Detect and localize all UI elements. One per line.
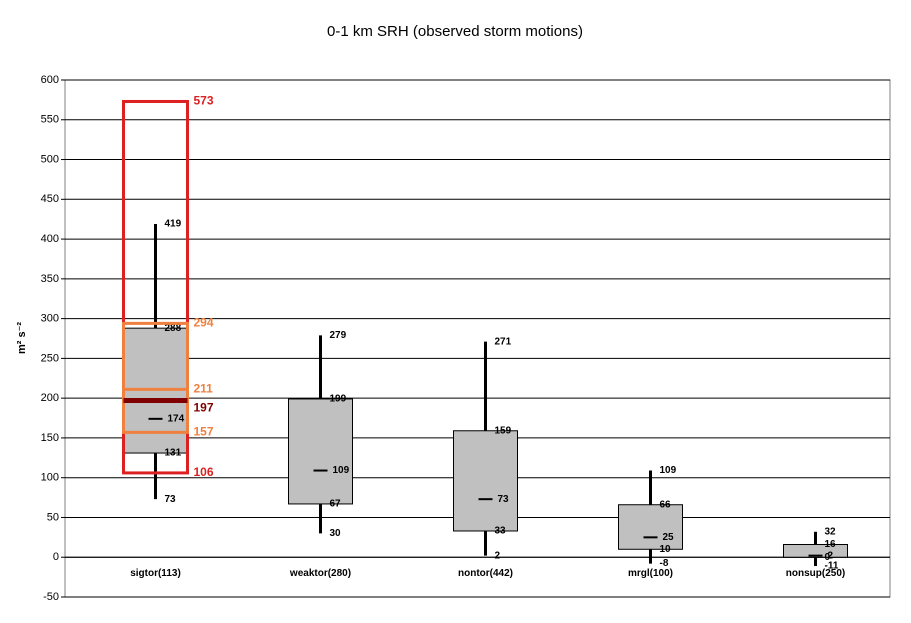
chart-title: 0-1 km SRH (observed storm motions) bbox=[327, 23, 583, 40]
value-label: 109 bbox=[660, 465, 677, 476]
overlay-box bbox=[122, 321, 189, 434]
y-tick-label: 300 bbox=[41, 313, 59, 325]
value-label: 30 bbox=[330, 528, 342, 539]
value-label: 419 bbox=[165, 219, 182, 230]
value-label: 279 bbox=[330, 330, 347, 341]
y-tick-label: -50 bbox=[43, 591, 59, 603]
x-tick-label: sigtor(113) bbox=[130, 568, 181, 579]
box bbox=[783, 544, 848, 558]
y-tick-label: 100 bbox=[41, 472, 59, 484]
value-label: 73 bbox=[165, 494, 177, 505]
value-label: 16 bbox=[825, 539, 837, 550]
overlay-box bbox=[122, 99, 189, 475]
y-tick-label: 500 bbox=[41, 153, 59, 165]
y-tick-label: 600 bbox=[41, 74, 59, 86]
x-tick-label: weaktor(280) bbox=[289, 568, 351, 579]
overlay-label: 197 bbox=[194, 401, 214, 415]
y-tick-label: 200 bbox=[41, 392, 59, 404]
y-tick-label: 450 bbox=[41, 193, 59, 205]
box bbox=[618, 504, 683, 550]
value-label: 131 bbox=[165, 448, 182, 459]
overlay-label: 294 bbox=[194, 316, 214, 330]
value-label: 2 bbox=[495, 550, 501, 561]
overlay-label: 211 bbox=[194, 382, 214, 396]
value-label: 159 bbox=[495, 425, 512, 436]
value-label: 109 bbox=[333, 465, 350, 476]
x-tick-label: mrgl(100) bbox=[628, 568, 673, 579]
value-label: 0 bbox=[825, 552, 831, 563]
value-label: 10 bbox=[660, 544, 672, 555]
value-label: 66 bbox=[660, 499, 672, 510]
overlay-label: 573 bbox=[194, 94, 214, 108]
value-label: 32 bbox=[825, 526, 837, 537]
overlay-label: 106 bbox=[194, 465, 214, 479]
value-label: -11 bbox=[825, 561, 839, 572]
value-label: 25 bbox=[663, 532, 675, 543]
value-label: 288 bbox=[165, 323, 182, 334]
value-label: 2 bbox=[828, 550, 834, 561]
y-axis-label: m² s⁻² bbox=[16, 322, 28, 354]
box bbox=[288, 398, 353, 505]
value-label: 174 bbox=[168, 413, 185, 424]
y-tick-label: 400 bbox=[41, 233, 59, 245]
x-tick-label: nonsup(250) bbox=[786, 568, 845, 579]
value-label: 33 bbox=[495, 526, 507, 537]
y-tick-label: 150 bbox=[41, 432, 59, 444]
y-tick-label: 350 bbox=[41, 273, 59, 285]
value-label: -8 bbox=[660, 558, 669, 569]
box bbox=[453, 430, 518, 532]
value-label: 73 bbox=[498, 494, 510, 505]
y-tick-label: 550 bbox=[41, 114, 59, 126]
y-tick-label: 0 bbox=[53, 551, 59, 563]
value-label: 199 bbox=[330, 394, 347, 405]
x-tick-label: nontor(442) bbox=[458, 568, 513, 579]
y-tick-label: 50 bbox=[47, 511, 59, 523]
y-tick-label: 250 bbox=[41, 352, 59, 364]
value-label: 67 bbox=[330, 499, 342, 510]
overlay-label: 157 bbox=[194, 425, 214, 439]
value-label: 271 bbox=[495, 336, 512, 347]
